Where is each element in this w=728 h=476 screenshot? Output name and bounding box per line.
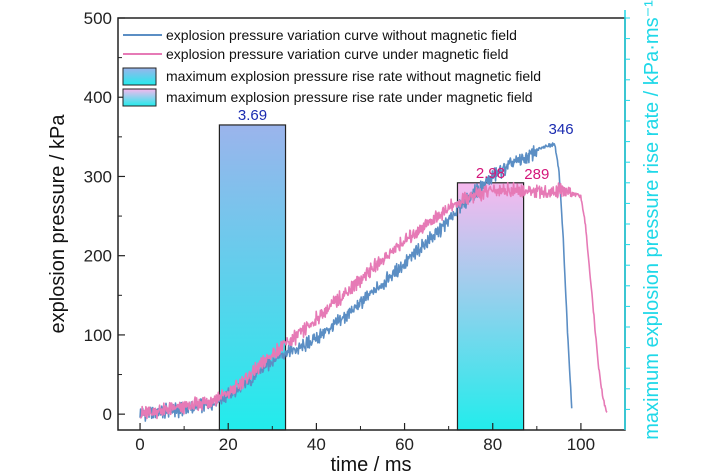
x-tick-label: 80 — [483, 435, 502, 454]
labels-layer: 3.69 2.98 346 289 — [238, 107, 574, 183]
lines-layer — [139, 142, 608, 422]
bar-without-field — [218, 124, 287, 431]
plot-background — [118, 18, 625, 430]
legend-label-bar-without-field: maximum explosion pressure rise rate wit… — [166, 68, 541, 84]
legend-label-under-field: explosion pressure variation curve under… — [166, 46, 508, 62]
y-tick-label: 100 — [84, 326, 112, 345]
bar-value-label: 2.98 — [476, 165, 505, 182]
y-tick-label: 300 — [84, 167, 112, 186]
legend-label-without-field: explosion pressure variation curve witho… — [166, 27, 517, 43]
legend: explosion pressure variation curve witho… — [122, 27, 541, 107]
x-axis-title: time / ms — [330, 454, 411, 476]
legend-swatch-bar-under-field — [122, 88, 157, 107]
x-tick-label: 0 — [135, 435, 144, 454]
bar-under-field — [456, 182, 525, 431]
y2-axis-title: maximum explosion pressure rise rate / k… — [641, 0, 663, 440]
legend-swatch-bar-without-field — [122, 67, 157, 86]
series-line-without-field — [139, 142, 573, 422]
series-line-under-field — [139, 181, 608, 420]
y-tick-label: 400 — [84, 88, 112, 107]
y-tick-label: 0 — [103, 405, 112, 424]
y-axis-title: explosion pressure / kPa — [47, 114, 69, 334]
ticks-layer: 0 20 40 60 80 100 0 100 200 300 400 500 — [84, 9, 595, 454]
bar-value-label: 3.69 — [238, 107, 267, 124]
peak-label-without-field: 346 — [549, 121, 574, 138]
peak-label-under-field: 289 — [524, 166, 549, 183]
x-tick-label: 60 — [395, 435, 414, 454]
y-tick-label: 200 — [84, 247, 112, 266]
right-axis — [624, 10, 630, 430]
x-tick-label: 40 — [307, 435, 326, 454]
x-tick-label: 20 — [219, 435, 238, 454]
legend-label-bar-under-field: maximum explosion pressure rise rate und… — [166, 89, 533, 105]
x-tick-label: 100 — [567, 435, 595, 454]
y-tick-label: 500 — [84, 9, 112, 28]
